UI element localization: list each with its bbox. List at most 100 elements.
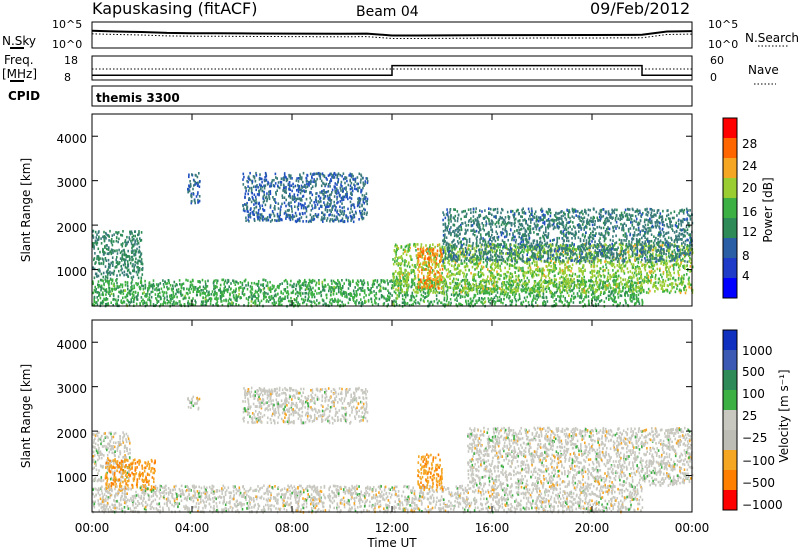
range-cell <box>289 218 292 222</box>
range-cell <box>404 268 406 272</box>
range-cell <box>669 265 671 269</box>
range-cell <box>148 296 151 299</box>
range-cell <box>543 243 546 247</box>
range-cell <box>398 271 400 274</box>
range-cell <box>433 281 436 285</box>
range-cell <box>526 295 528 299</box>
range-cell <box>107 281 109 285</box>
range-cell <box>327 174 330 177</box>
range-cell <box>135 270 138 274</box>
range-cell <box>690 286 693 290</box>
range-cell <box>414 277 417 280</box>
range-cell <box>258 183 261 186</box>
range-cell <box>155 286 158 290</box>
range-cell <box>269 192 272 196</box>
range-cell <box>474 273 477 276</box>
range-cell <box>668 273 670 277</box>
range-cell <box>294 298 296 302</box>
range-cell <box>598 272 600 275</box>
range-cell <box>481 301 483 304</box>
range-cell <box>395 297 397 300</box>
range-cell <box>622 262 624 265</box>
range-cell <box>194 173 197 177</box>
range-cell <box>255 171 257 175</box>
range-cell <box>180 283 183 287</box>
range-cell <box>400 279 403 283</box>
range-cell <box>528 259 530 263</box>
range-cell <box>222 294 225 297</box>
range-cell <box>129 272 132 275</box>
range-cell <box>98 294 100 297</box>
range-cell <box>113 282 115 286</box>
range-cell <box>546 280 549 284</box>
range-cell <box>664 279 667 283</box>
range-cell <box>450 301 452 305</box>
range-cell <box>435 297 438 301</box>
range-cell <box>188 287 190 291</box>
range-cell <box>231 301 233 304</box>
range-cell <box>336 201 338 205</box>
range-cell <box>565 266 568 269</box>
range-cell <box>603 300 606 304</box>
range-cell <box>619 302 621 305</box>
range-cell <box>635 246 638 250</box>
range-cell <box>156 298 158 302</box>
range-cell <box>482 287 484 290</box>
range-cell <box>654 269 656 273</box>
range-cell <box>262 207 264 211</box>
range-cell <box>609 274 611 278</box>
range-cell <box>157 288 160 292</box>
range-cell <box>387 289 389 292</box>
range-cell <box>106 276 109 280</box>
range-cell <box>308 289 311 293</box>
range-cell <box>514 288 517 292</box>
range-cell <box>544 279 546 282</box>
range-cell <box>120 299 123 302</box>
range-cell <box>290 296 292 300</box>
range-cell <box>292 285 295 289</box>
range-cell <box>94 230 97 234</box>
range-cell <box>269 280 271 284</box>
range-cell <box>126 298 128 302</box>
range-cell <box>422 246 425 250</box>
range-cell <box>197 286 200 290</box>
range-cell <box>128 258 131 262</box>
range-cell <box>190 184 192 188</box>
range-cell <box>550 265 552 268</box>
range-cell <box>160 297 162 300</box>
range-cell <box>560 275 563 279</box>
range-cell <box>189 180 191 183</box>
range-cell <box>650 278 652 282</box>
range-cell <box>467 282 469 286</box>
range-cell <box>341 286 344 290</box>
range-cell <box>327 283 329 286</box>
range-cell <box>333 285 336 289</box>
range-cell <box>526 282 529 286</box>
range-cell <box>392 279 395 282</box>
range-cell <box>349 200 352 204</box>
range-cell <box>290 174 292 177</box>
range-cell <box>413 265 416 269</box>
range-cell <box>112 294 115 297</box>
range-cell <box>97 291 100 294</box>
range-cell <box>345 188 347 191</box>
range-cell <box>409 243 411 246</box>
range-cell <box>571 289 573 292</box>
range-cell <box>235 294 238 297</box>
range-cell <box>465 302 468 306</box>
range-cell <box>459 247 461 251</box>
range-cell <box>142 287 145 291</box>
range-cell <box>600 279 602 282</box>
range-cell <box>573 295 575 299</box>
range-cell <box>295 300 298 303</box>
range-cell <box>595 299 598 302</box>
range-cell <box>110 292 113 296</box>
range-cell <box>266 216 269 219</box>
range-cell <box>589 283 591 287</box>
range-cell <box>274 208 276 211</box>
range-cell <box>377 303 380 306</box>
range-cell <box>334 299 337 302</box>
range-cell <box>547 284 549 287</box>
range-cell <box>257 294 260 298</box>
range-cell <box>374 296 377 300</box>
